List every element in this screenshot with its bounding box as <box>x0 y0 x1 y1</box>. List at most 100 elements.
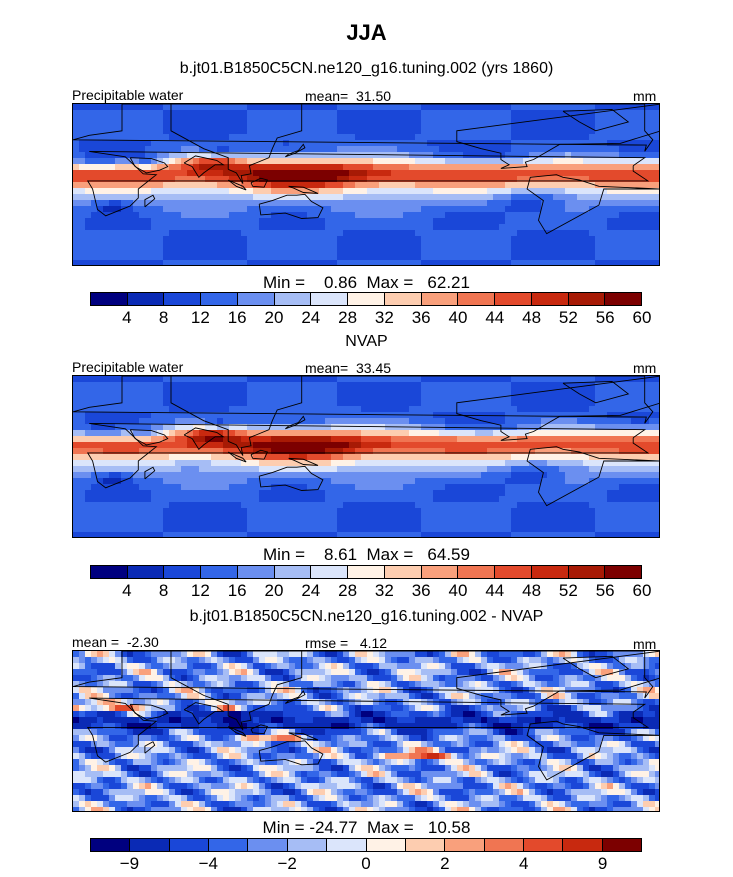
colorbar-tick-label: 24 <box>301 581 321 600</box>
coastline <box>73 651 654 699</box>
panel1-minmax: Min = 0.86 Max = 62.21 <box>263 273 470 292</box>
colorbar-swatch <box>531 566 569 578</box>
colorbar-tick-label: 44 <box>485 308 505 327</box>
coastline <box>526 174 659 235</box>
coastline <box>456 651 659 716</box>
colorbar-swatch <box>164 293 202 305</box>
panel1-map <box>72 103 660 266</box>
coastline <box>73 104 654 152</box>
colorbar-swatch <box>563 839 603 851</box>
colorbar-tick-label: 20 <box>264 308 284 327</box>
coastline <box>250 449 269 460</box>
coastline <box>86 150 650 217</box>
panel1-colorbar <box>90 292 642 306</box>
colorbar-tick-label: 2 <box>440 854 450 873</box>
coastline <box>456 376 659 441</box>
colorbar-swatch <box>421 566 459 578</box>
colorbar-tick-label: 36 <box>411 581 431 600</box>
colorbar-swatch <box>274 566 312 578</box>
coastline <box>250 177 269 188</box>
colorbar-tick-label: 28 <box>338 308 358 327</box>
colorbar-swatch <box>274 293 312 305</box>
colorbar-swatch <box>495 566 532 578</box>
coastline <box>288 457 319 466</box>
colorbar-swatch <box>327 839 367 851</box>
coastline <box>227 179 247 191</box>
colorbar-swatch <box>405 839 446 851</box>
colorbar-swatch <box>91 293 128 305</box>
colorbar-tick-label: 52 <box>558 308 578 327</box>
colorbar-swatch <box>523 839 564 851</box>
coastline <box>288 732 319 741</box>
colorbar-swatch <box>458 293 496 305</box>
coastline <box>526 446 659 507</box>
colorbar-swatch <box>458 566 496 578</box>
colorbar-tick-label: 20 <box>264 581 284 600</box>
coastline <box>144 194 156 208</box>
coastline <box>258 465 324 491</box>
panel2-title: NVAP <box>345 333 388 350</box>
colorbar-swatch <box>602 839 642 851</box>
colorbar-swatch <box>311 566 349 578</box>
coastline <box>285 690 306 704</box>
panel2-colorbar <box>90 565 642 579</box>
colorbar-tick-label: 40 <box>448 581 468 600</box>
coastline <box>562 655 630 679</box>
coastline <box>227 726 247 737</box>
panel2-map <box>72 375 660 538</box>
colorbar-tick-label: 12 <box>190 308 210 327</box>
panel3-mean-label: mean = -2.30 <box>72 634 159 650</box>
colorbar-tick-label: 16 <box>227 308 247 327</box>
colorbar-tick-label: 12 <box>190 581 210 600</box>
colorbar-tick-label: 8 <box>158 308 169 327</box>
colorbar-tick-label: 4 <box>122 581 132 600</box>
colorbar-swatch <box>495 293 532 305</box>
panel3-units-label: mm <box>633 636 657 652</box>
colorbar-swatch <box>209 839 249 851</box>
coastline <box>258 740 324 766</box>
colorbar-tick-label: 32 <box>374 581 394 600</box>
colorbar-tick-label: 0 <box>361 854 371 873</box>
colorbar-swatch <box>237 566 275 578</box>
colorbar-tick-label: 16 <box>227 581 247 600</box>
coastline <box>456 104 659 169</box>
colorbar-swatch <box>237 293 275 305</box>
panel2-colorbar-labels: 4 8 12 16 20 24 28 32 36 40 44 48 52 56 60 <box>90 581 651 601</box>
coastline <box>86 422 650 489</box>
map-field <box>73 651 659 811</box>
colorbar-tick-label: 36 <box>411 308 431 327</box>
colorbar-tick-label: 60 <box>632 581 652 600</box>
colorbar-swatch <box>568 293 606 305</box>
coastline <box>144 466 156 480</box>
colorbar-swatch <box>164 566 202 578</box>
colorbar-swatch <box>605 293 642 305</box>
colorbar-tick-label: 48 <box>522 581 542 600</box>
panel1-units-label: mm <box>633 88 657 104</box>
coastline <box>183 702 225 725</box>
colorbar-swatch <box>287 839 328 851</box>
colorbar-swatch <box>366 839 406 851</box>
colorbar-swatch <box>91 566 128 578</box>
colorbar-tick-label: 8 <box>158 581 169 600</box>
colorbar-tick-label: −9 <box>119 854 140 873</box>
colorbar-swatch <box>384 566 422 578</box>
coastline <box>144 741 156 754</box>
panel1-colorbar-labels: 4 8 12 16 20 24 28 32 36 40 44 48 52 56 60 <box>90 308 651 328</box>
map-field <box>73 104 659 265</box>
colorbar-swatch <box>127 566 165 578</box>
colorbar-tick-label: 32 <box>374 308 394 327</box>
panel3-rmse-label: rmse = 4.12 <box>305 635 388 651</box>
coastline <box>285 415 306 430</box>
colorbar-swatch <box>568 566 606 578</box>
colorbar-tick-label: 48 <box>522 308 542 327</box>
coastline <box>258 193 324 219</box>
colorbar-swatch <box>605 566 642 578</box>
colorbar-swatch <box>421 293 459 305</box>
coastline <box>250 724 269 735</box>
colorbar-swatch <box>484 839 524 851</box>
panel3-colorbar <box>90 838 642 852</box>
panel3-map <box>72 650 660 812</box>
colorbar-swatch <box>348 566 385 578</box>
panel1-mean-label: mean= 31.50 <box>305 88 392 104</box>
season-title: JJA <box>346 20 387 45</box>
